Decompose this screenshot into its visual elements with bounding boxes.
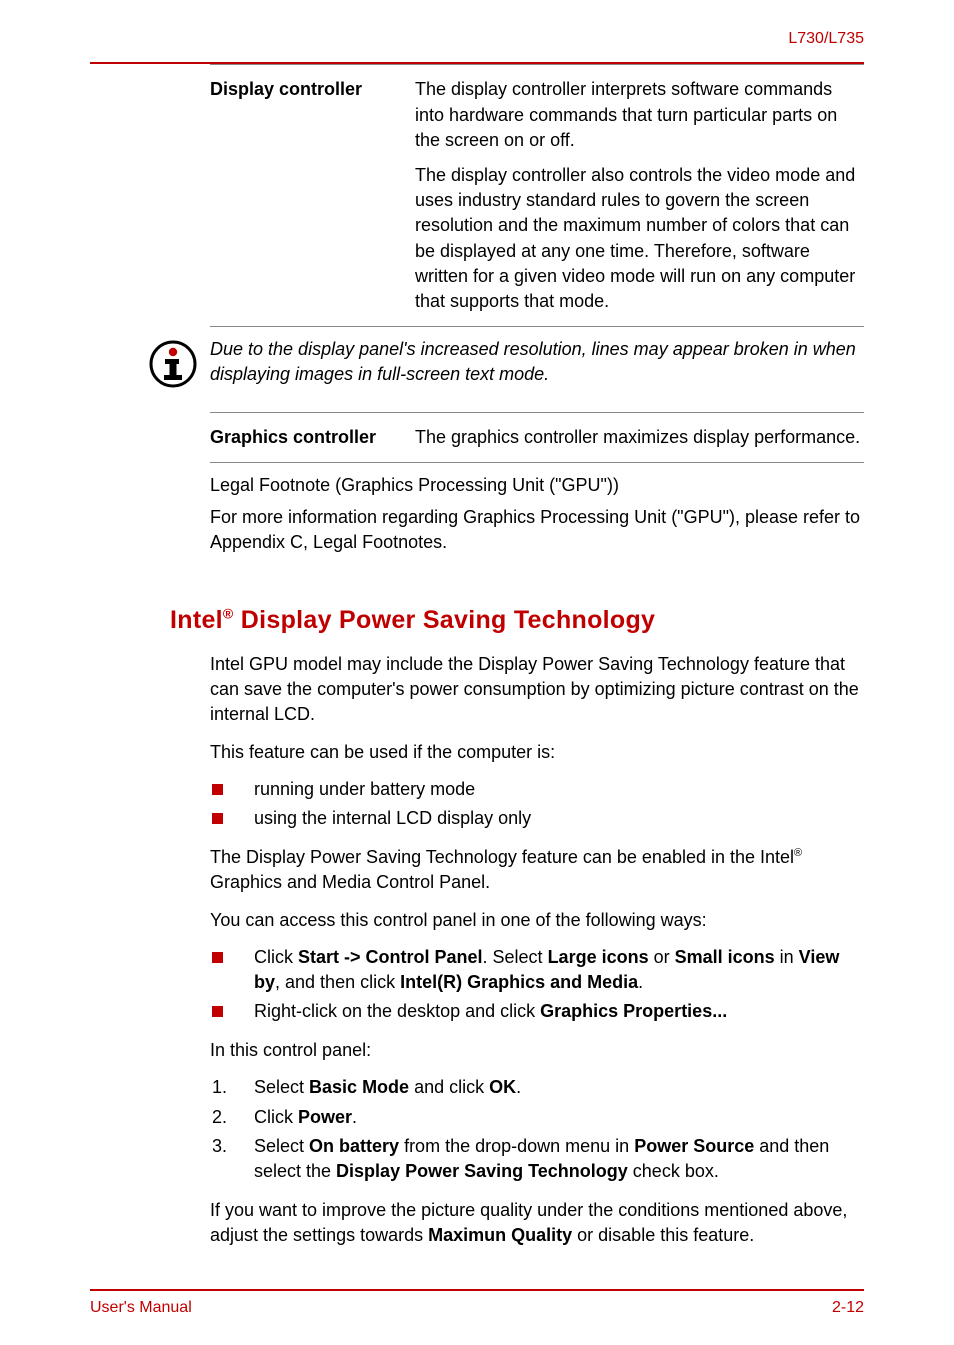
list-item: Select On battery from the drop-down men… [210, 1134, 864, 1184]
info-note-text: Due to the display panel's increased res… [210, 337, 864, 387]
text: . [638, 972, 643, 992]
bold: Display Power Saving Technology [336, 1161, 628, 1181]
text: Click [254, 1107, 298, 1127]
bold: Small icons [675, 947, 775, 967]
section-title-prefix: Intel [170, 606, 223, 634]
header-model: L730/L735 [90, 28, 864, 50]
display-controller-desc1: The display controller interprets softwa… [415, 77, 864, 153]
section-title-suffix: Display Power Saving Technology [234, 606, 656, 634]
bold: Maximun Quality [428, 1225, 572, 1245]
bold: OK [489, 1077, 516, 1097]
text: from the drop-down menu in [399, 1136, 634, 1156]
text: or [649, 947, 675, 967]
page-footer: User's Manual 2-12 [90, 1289, 864, 1319]
text: or disable this feature. [572, 1225, 754, 1245]
text: Select [254, 1136, 309, 1156]
registered-mark: ® [794, 847, 802, 859]
list-item: using the internal LCD display only [210, 806, 864, 831]
list-item: running under battery mode [210, 777, 864, 802]
registered-mark: ® [223, 606, 234, 622]
display-controller-desc2: The display controller also controls the… [415, 163, 864, 314]
table2-bottom-rule [210, 462, 864, 463]
section-p6: If you want to improve the picture quali… [210, 1198, 864, 1248]
bold: Intel(R) Graphics and Media [400, 972, 638, 992]
list-item: Click Power. [210, 1105, 864, 1130]
bold: Power [298, 1107, 352, 1127]
section-p5: In this control panel: [210, 1038, 864, 1063]
text: and click [409, 1077, 489, 1097]
steps-list: Select Basic Mode and click OK. Click Po… [210, 1075, 864, 1184]
conditions-list: running under battery mode using the int… [210, 777, 864, 831]
section-p1: Intel GPU model may include the Display … [210, 652, 864, 728]
display-controller-row: Display controller The display controlle… [210, 65, 864, 326]
text: check box. [628, 1161, 719, 1181]
bold: Basic Mode [309, 1077, 409, 1097]
footer-rule [90, 1289, 864, 1291]
bold: Power Source [634, 1136, 754, 1156]
text: in [775, 947, 799, 967]
footer-right: 2-12 [832, 1297, 864, 1319]
graphics-controller-term: Graphics controller [210, 425, 415, 450]
list-item: Right-click on the desktop and click Gra… [210, 999, 864, 1024]
bold: Large icons [548, 947, 649, 967]
list-item: Click Start -> Control Panel. Select Lar… [210, 945, 864, 995]
display-controller-desc: The display controller interprets softwa… [415, 77, 864, 314]
section-p2: This feature can be used if the computer… [210, 740, 864, 765]
text: . Select [483, 947, 548, 967]
text: Right-click on the desktop and click [254, 1001, 540, 1021]
section-title: Intel® Display Power Saving Technology [170, 603, 864, 638]
access-list: Click Start -> Control Panel. Select Lar… [210, 945, 864, 1025]
legal-footnote-title: Legal Footnote (Graphics Processing Unit… [210, 473, 864, 498]
table1-bottom-rule [210, 326, 864, 327]
list-item: Select Basic Mode and click OK. [210, 1075, 864, 1100]
section-p3-suffix: Graphics and Media Control Panel. [210, 872, 490, 892]
section-p4: You can access this control panel in one… [210, 908, 864, 933]
bold: On battery [309, 1136, 399, 1156]
section-p3-prefix: The Display Power Saving Technology feat… [210, 847, 794, 867]
info-icon [148, 339, 198, 396]
footer-left: User's Manual [90, 1297, 192, 1319]
bold: Graphics Properties... [540, 1001, 727, 1021]
graphics-controller-row: Graphics controller The graphics control… [210, 413, 864, 462]
text: Select [254, 1077, 309, 1097]
text: . [516, 1077, 521, 1097]
info-note: Due to the display panel's increased res… [148, 337, 864, 396]
section-p3: The Display Power Saving Technology feat… [210, 845, 864, 895]
text: Click [254, 947, 298, 967]
display-controller-term: Display controller [210, 77, 415, 314]
text: . [352, 1107, 357, 1127]
bold: Start -> Control Panel [298, 947, 483, 967]
graphics-controller-desc: The graphics controller maximizes displa… [415, 425, 864, 450]
text: , and then click [275, 972, 400, 992]
legal-footnote-body: For more information regarding Graphics … [210, 505, 864, 555]
